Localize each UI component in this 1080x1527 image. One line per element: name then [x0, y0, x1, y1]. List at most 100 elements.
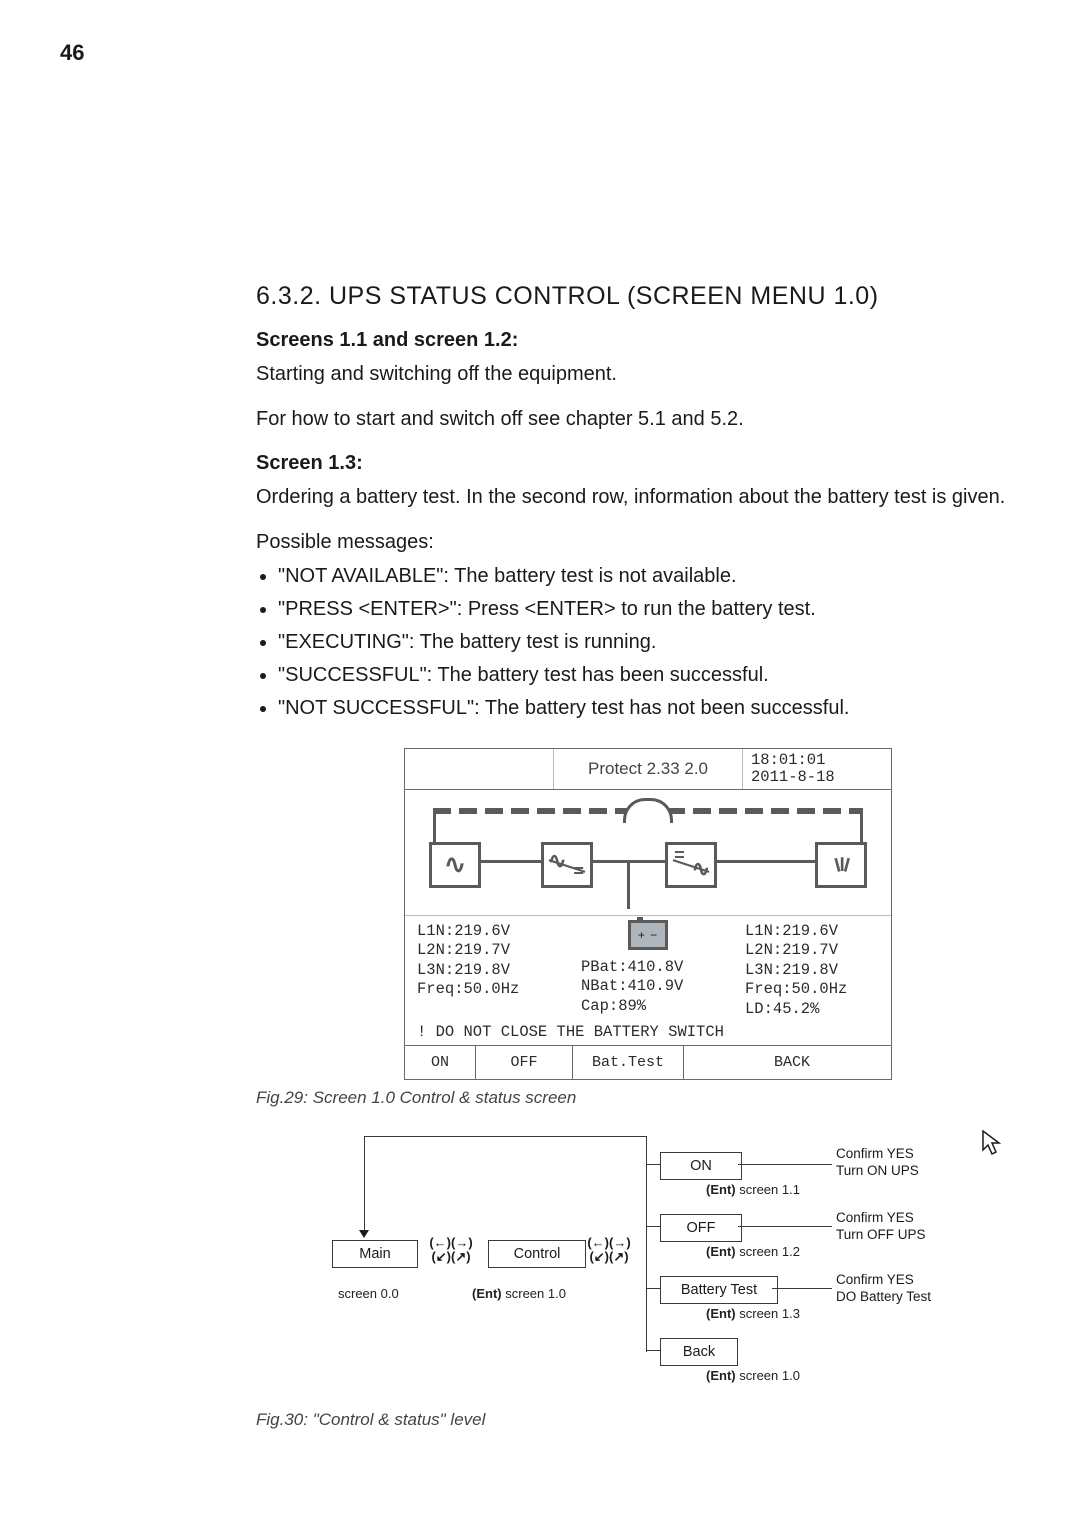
callout-line: Confirm YES — [836, 1272, 996, 1289]
nav-node-on: ON — [660, 1152, 742, 1180]
softkey-on[interactable]: ON — [405, 1046, 476, 1079]
fig30-nav-diagram: Main screen 0.0 (←)(→) (↙)(↗) Control (E… — [296, 1136, 996, 1396]
lcd-topology-diagram — [405, 790, 891, 916]
lcd-title: Protect 2.33 2.0 — [554, 749, 743, 789]
diagram-line — [646, 1164, 660, 1165]
list-item: "NOT SUCCESSFUL": The battery test has n… — [278, 693, 1040, 724]
callout-battery-test: Confirm YES DO Battery Test — [836, 1272, 996, 1306]
callout-line: Turn ON UPS — [836, 1163, 996, 1180]
diagram-line — [364, 1136, 610, 1137]
nav-screen-label: (Ent) screen 1.0 — [706, 1368, 800, 1383]
nav-screen-label: (Ent) screen 1.2 — [706, 1244, 800, 1259]
lcd-softkeys: ON OFF Bat.Test BACK — [405, 1045, 891, 1079]
stat-row: L1N:219.6V — [417, 922, 551, 941]
content-column: 6.3.2. UPS STATUS CONTROL (SCREEN MENU 1… — [256, 282, 1040, 1430]
callout-line: DO Battery Test — [836, 1289, 996, 1306]
list-item: "SUCCESSFUL": The battery test has been … — [278, 660, 1040, 691]
page: 46 6.3.2. UPS STATUS CONTROL (SCREEN MEN… — [0, 0, 1080, 1527]
page-number: 46 — [60, 40, 84, 66]
nav-arrows-icon: (←)(→) (↙)(↗) — [424, 1236, 478, 1263]
section-title: 6.3.2. UPS STATUS CONTROL (SCREEN MENU 1… — [256, 282, 1040, 311]
inverter-icon — [665, 842, 717, 888]
stat-row: L2N:219.7V — [417, 941, 551, 960]
stat-row: PBat:410.8V — [581, 958, 715, 977]
ent-key-icon: (Ent) — [706, 1368, 736, 1383]
diagram-line — [738, 1226, 832, 1227]
diagram-line — [627, 863, 630, 909]
list-item: "NOT AVAILABLE": The battery test is not… — [278, 561, 1040, 592]
nav-arrows-icon: (←)(→) (↙)(↗) — [582, 1236, 636, 1263]
nav-screen-label: screen 0.0 — [338, 1286, 399, 1301]
para-see-chapter: For how to start and switch off see chap… — [256, 405, 1040, 434]
ent-key-icon: (Ent) — [472, 1286, 502, 1301]
lcd-screen: Protect 2.33 2.0 18:01:01 2011-8-18 — [404, 748, 892, 1080]
cursor-icon — [982, 1130, 1004, 1156]
callout-off: Confirm YES Turn OFF UPS — [836, 1210, 996, 1244]
lcd-time: 18:01:01 — [751, 752, 825, 769]
lcd-header-spacer — [405, 749, 554, 789]
nav-node-battery-test: Battery Test — [660, 1276, 778, 1304]
diagram-line — [646, 1288, 660, 1289]
nav-label: OFF — [687, 1220, 716, 1236]
stat-row: L3N:219.8V — [745, 961, 879, 980]
nav-screen-label: (Ent) screen 1.0 — [472, 1286, 566, 1301]
stat-row: L3N:219.8V — [417, 961, 551, 980]
nav-label: Back — [683, 1344, 715, 1360]
softkey-bat-test[interactable]: Bat.Test — [573, 1046, 684, 1079]
stat-row: Freq:50.0Hz — [417, 980, 551, 999]
lcd-stats: L1N:219.6V L2N:219.7V L3N:219.8V Freq:50… — [405, 916, 891, 1021]
stat-row: Cap:89% — [581, 997, 715, 1016]
diagram-line — [772, 1288, 832, 1289]
nav-node-back: Back — [660, 1338, 738, 1366]
lcd-output-stats: L1N:219.6V L2N:219.7V L3N:219.8V Freq:50… — [745, 922, 879, 1019]
nav-node-main: Main — [332, 1240, 418, 1268]
diagram-line — [610, 1136, 646, 1137]
nav-label: Battery Test — [681, 1282, 757, 1298]
nav-node-off: OFF — [660, 1214, 742, 1242]
ent-key-icon: (Ent) — [706, 1306, 736, 1321]
callout-line: Confirm YES — [836, 1146, 996, 1163]
nav-label: Control — [514, 1246, 561, 1262]
fig29-caption: Fig.29: Screen 1.0 Control & status scre… — [256, 1088, 1040, 1108]
list-item: "PRESS <ENTER>": Press <ENTER> to run th… — [278, 594, 1040, 625]
nav-label: ON — [690, 1158, 712, 1174]
callout-on: Confirm YES Turn ON UPS — [836, 1146, 996, 1180]
lcd-header: Protect 2.33 2.0 18:01:01 2011-8-18 — [405, 749, 891, 790]
ent-key-icon: (Ent) — [706, 1244, 736, 1259]
source-icon — [429, 842, 481, 888]
stat-row: L1N:219.6V — [745, 922, 879, 941]
lcd-date: 2011-8-18 — [751, 769, 835, 786]
output-plug-icon — [815, 842, 867, 888]
softkey-back[interactable]: BACK — [684, 1046, 891, 1079]
ent-key-icon: (Ent) — [706, 1182, 736, 1197]
para-battery-test: Ordering a battery test. In the second r… — [256, 483, 1040, 512]
lcd-input-stats: L1N:219.6V L2N:219.7V L3N:219.8V Freq:50… — [417, 922, 551, 1019]
stat-row: L2N:219.7V — [745, 941, 879, 960]
callout-line: Turn OFF UPS — [836, 1227, 996, 1244]
rectifier-icon — [541, 842, 593, 888]
diagram-line — [646, 1350, 660, 1351]
lcd-datetime: 18:01:01 2011-8-18 — [743, 749, 891, 789]
fig29-lcd: Protect 2.33 2.0 18:01:01 2011-8-18 — [256, 748, 1040, 1080]
callout-line: Confirm YES — [836, 1210, 996, 1227]
diagram-line — [433, 860, 863, 863]
lcd-warning: ! DO NOT CLOSE THE BATTERY SWITCH — [405, 1021, 891, 1045]
nav-label: Main — [359, 1246, 390, 1262]
para-start-switch: Starting and switching off the equipment… — [256, 360, 1040, 389]
subhead-screens-1-1-1-2: Screens 1.1 and screen 1.2: — [256, 329, 1040, 352]
diagram-line — [646, 1226, 660, 1227]
fig30-caption: Fig.30: "Control & status" level — [256, 1410, 1040, 1430]
subhead-screen-1-3: Screen 1.3: — [256, 452, 1040, 475]
stat-row: LD:45.2% — [745, 1000, 879, 1019]
battery-icon — [628, 920, 668, 950]
arrow-down-icon — [359, 1230, 369, 1238]
bypass-switch-icon — [623, 798, 673, 823]
nav-screen-label: (Ent) screen 1.3 — [706, 1306, 800, 1321]
diagram-line — [364, 1136, 365, 1232]
softkey-off[interactable]: OFF — [476, 1046, 573, 1079]
nav-screen-label: (Ent) screen 1.1 — [706, 1182, 800, 1197]
nav-node-control: Control — [488, 1240, 586, 1268]
diagram-line — [646, 1136, 647, 1352]
stat-row: NBat:410.9V — [581, 977, 715, 996]
stat-row: Freq:50.0Hz — [745, 980, 879, 999]
